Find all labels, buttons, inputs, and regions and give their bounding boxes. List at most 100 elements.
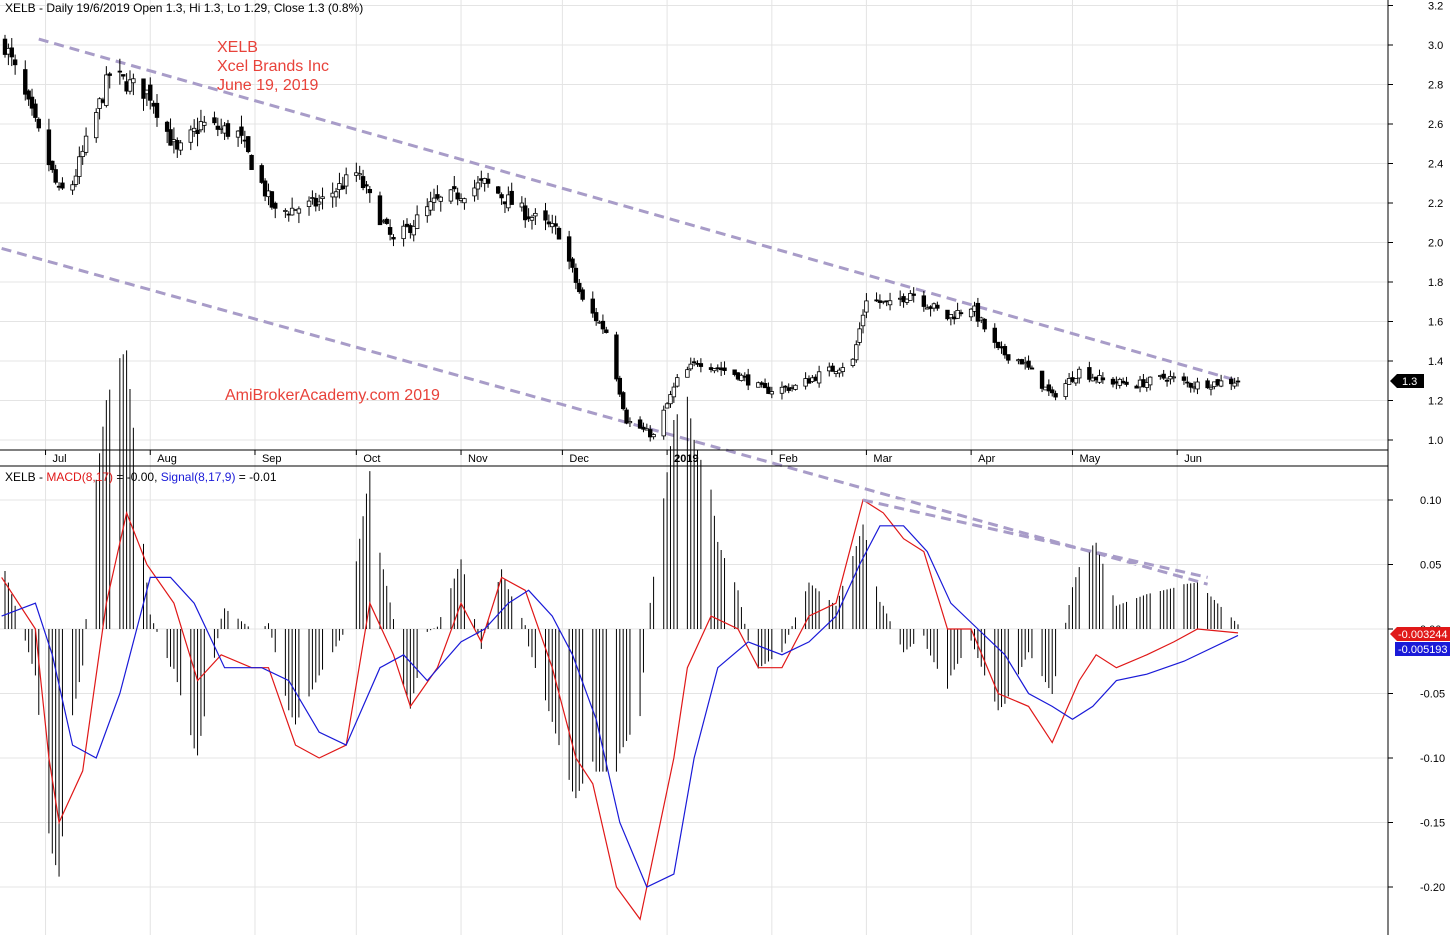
macd-tick-label: -0.15 <box>1420 818 1445 830</box>
candle-up <box>671 386 677 398</box>
candle-down <box>212 117 217 124</box>
candle-down <box>1026 360 1031 368</box>
candle-up <box>955 310 960 319</box>
macd-header-symbol: XELB <box>5 470 36 484</box>
candle-down <box>570 258 575 268</box>
candle-down <box>620 392 626 410</box>
candle-down <box>556 227 562 240</box>
candle-down <box>935 304 940 309</box>
candle-down <box>387 227 393 235</box>
date-tick-label: Jul <box>53 453 67 465</box>
candle-up <box>1171 376 1177 379</box>
candle-up <box>94 112 99 139</box>
candle-up <box>1208 386 1214 390</box>
candle-up <box>1147 376 1153 386</box>
date-tick-label: Apr <box>978 453 995 465</box>
candle-down <box>617 377 623 395</box>
date-tick-label: Feb <box>779 453 798 465</box>
macd-value-tag-text: -0.003244 <box>1398 629 1448 641</box>
macd-tick-label: 0.05 <box>1420 560 1441 572</box>
candle-up <box>401 225 406 240</box>
candle-up <box>202 121 207 126</box>
candle-down <box>762 383 768 389</box>
candle-up <box>127 79 133 92</box>
candle-down <box>1050 389 1055 394</box>
candle-down <box>164 121 170 132</box>
candle-up <box>188 129 193 143</box>
candle-down <box>1205 380 1210 389</box>
candle-up <box>519 202 525 208</box>
candle-down <box>1161 373 1166 379</box>
annotation-watermark: AmiBrokerAcademy.com 2019 <box>225 387 440 404</box>
candle-down <box>580 289 585 300</box>
signal-value-tag: -0.005193 <box>1395 642 1450 656</box>
candle-down <box>766 386 771 394</box>
last-price-tag-text: 1.3 <box>1402 376 1417 388</box>
candle-down <box>1087 367 1092 380</box>
date-tick-label: 2019 <box>674 453 698 465</box>
candle-down <box>1235 380 1241 383</box>
candle-up <box>779 386 785 394</box>
candle-up <box>475 182 481 190</box>
macd-tick-label: 0.10 <box>1420 495 1441 507</box>
price-tick-label: 1.4 <box>1428 356 1443 368</box>
macd-header-signal-value: = -0.01 <box>235 470 277 484</box>
price-tick-label: 2.0 <box>1428 238 1443 250</box>
candle-up <box>296 208 302 214</box>
candle-down <box>786 387 791 391</box>
candle-down <box>452 186 457 190</box>
candle-down <box>384 218 389 224</box>
candle-down <box>1185 381 1190 384</box>
candle-down <box>975 302 981 322</box>
candle-down <box>553 223 558 227</box>
candle-up <box>756 382 761 388</box>
candle-down <box>239 126 244 136</box>
candle-up <box>533 212 538 217</box>
price-grid <box>0 0 1388 935</box>
candle-up <box>1063 383 1068 397</box>
candle-down <box>1029 367 1035 370</box>
candle-down <box>830 365 835 372</box>
candle-up <box>178 142 183 151</box>
candle-down <box>23 69 28 95</box>
candle-down <box>26 90 31 100</box>
candle-up <box>948 314 954 319</box>
candle-up <box>1077 368 1082 379</box>
candle-up <box>627 421 633 424</box>
macd-tick-label: -0.10 <box>1420 753 1445 765</box>
candlestick-series <box>2 34 1241 442</box>
candle-down <box>107 73 112 76</box>
candle-up <box>857 328 862 343</box>
candle-down <box>367 188 373 194</box>
macd-tick-label: -0.05 <box>1420 689 1445 701</box>
price-tick-label: 3.0 <box>1428 40 1443 52</box>
candle-down <box>1229 378 1234 385</box>
date-tick-label: Dec <box>569 453 589 465</box>
macd-value-tag: -0.003244 <box>1390 627 1450 641</box>
candle-up <box>357 173 362 176</box>
candle-down <box>195 129 200 135</box>
candle-down <box>590 298 595 314</box>
candle-down <box>614 334 619 380</box>
price-tick-label: 3.2 <box>1428 1 1443 13</box>
macd-tick-label: -0.20 <box>1420 882 1445 894</box>
candle-up <box>1195 381 1200 390</box>
last-price-tag: 1.3 <box>1390 374 1424 388</box>
candle-down <box>921 295 927 307</box>
candle-down <box>573 267 579 283</box>
candle-up <box>864 300 869 313</box>
annotation-company: Xcel Brands Inc <box>217 58 330 75</box>
macd-line <box>1 499 1239 921</box>
candle-up <box>289 207 295 216</box>
annotation-date: June 19, 2019 <box>217 77 319 94</box>
candle-down <box>46 129 52 166</box>
date-tick-label: Jun <box>1184 453 1202 465</box>
candle-up <box>131 78 136 84</box>
candle-up <box>854 344 859 361</box>
candle-down <box>117 70 123 73</box>
price-tick-label: 2.2 <box>1428 198 1443 210</box>
candle-up <box>425 206 430 217</box>
candle-up <box>283 210 288 212</box>
candle-down <box>523 205 528 221</box>
